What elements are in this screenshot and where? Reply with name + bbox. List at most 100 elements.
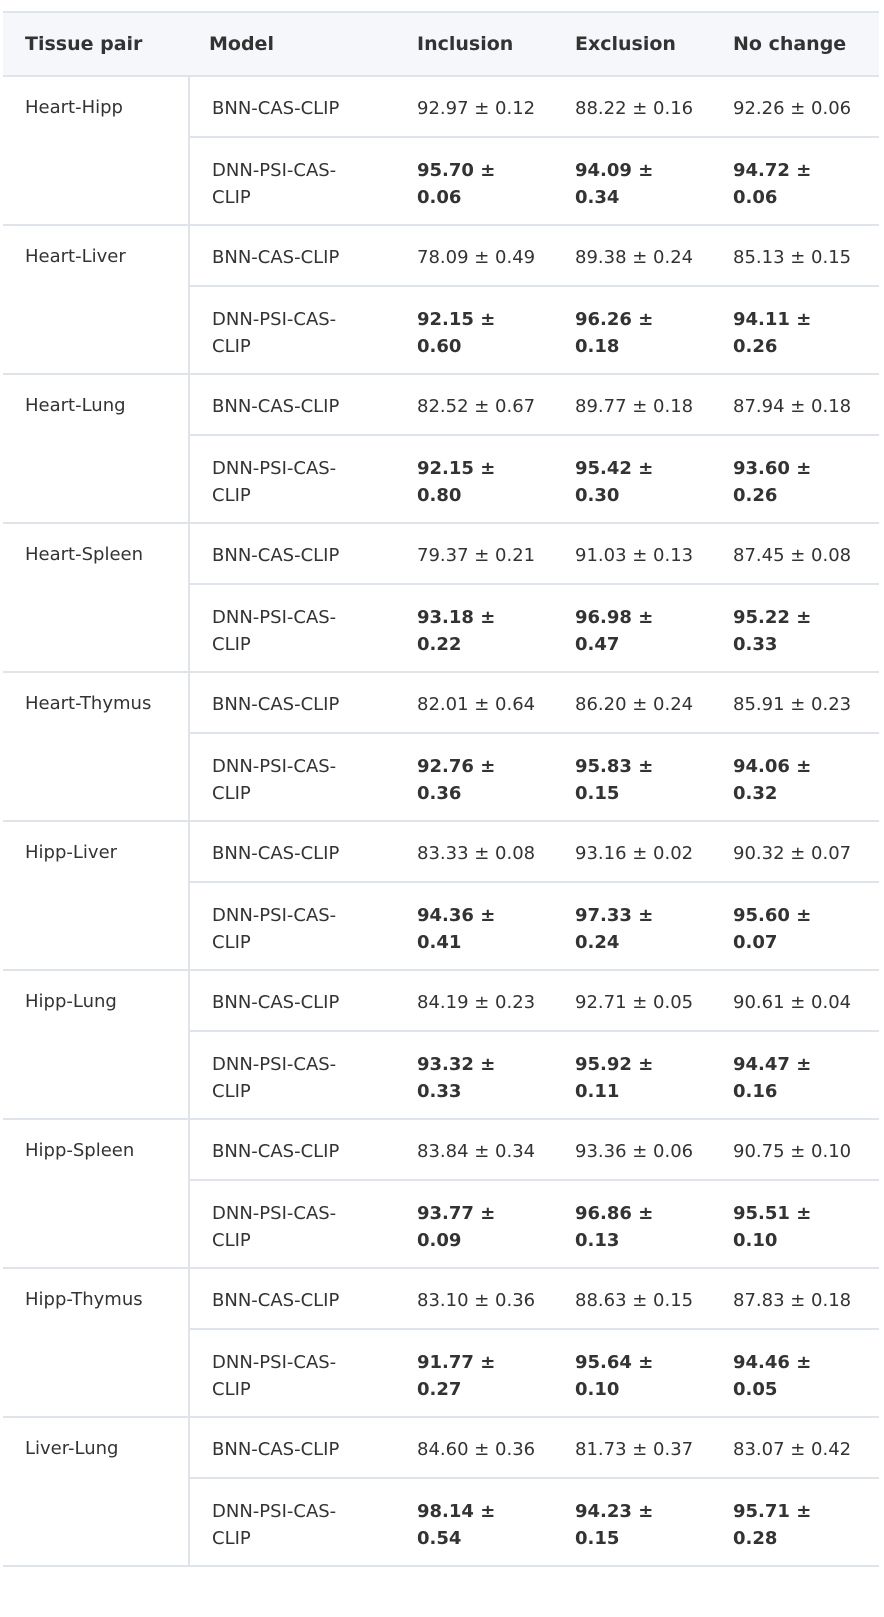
model-cell: BNN-CAS-CLIP (189, 970, 401, 1032)
value-cell-nc-best: 95.51 ± 0.10 (717, 1180, 879, 1269)
best-value: 93.77 ± 0.09 (417, 1203, 496, 1251)
value-cell-inc: 82.01 ± 0.64 (401, 672, 559, 734)
tissue-pair-cell: Hipp-Spleen (3, 1119, 190, 1269)
value-cell-inc-best: 91.77 ± 0.27 (401, 1329, 559, 1418)
value-cell-inc: 92.97 ± 0.12 (401, 76, 559, 138)
value-cell-exc-best: 96.86 ± 0.13 (559, 1180, 717, 1269)
best-value: 94.72 ± 0.06 (733, 160, 812, 208)
value-cell-nc: 87.94 ± 0.18 (717, 374, 879, 436)
table-header: Tissue pair Model Inclusion Exclusion No… (3, 11, 879, 77)
tissue-pair-cell: Heart-Hipp (3, 76, 190, 226)
header-model: Model (189, 11, 401, 77)
value-cell-exc-best: 95.92 ± 0.11 (559, 1031, 717, 1120)
value-cell-nc: 90.32 ± 0.07 (717, 821, 879, 883)
best-value: 98.14 ± 0.54 (417, 1501, 496, 1549)
table-row: Heart-Lung BNN-CAS-CLIP 82.52 ± 0.67 89.77 … (3, 374, 879, 524)
best-value: 91.77 ± 0.27 (417, 1352, 496, 1400)
model-cell: DNN-PSI-CAS-CLIP (189, 882, 401, 971)
table-row: DNN-PSI-CAS-CLIP 92.15 ± 0.60 96.26 ± 0.18… (3, 286, 879, 375)
value-cell-inc-best: 93.77 ± 0.09 (401, 1180, 559, 1269)
model-label: DNN-PSI-CAS-CLIP (212, 458, 337, 506)
tissue-pair-cell: Hipp-Liver (3, 821, 190, 971)
model-cell: DNN-PSI-CAS-CLIP (189, 1180, 401, 1269)
value-cell-nc-best: 94.11 ± 0.26 (717, 286, 879, 375)
value-cell-inc: 83.10 ± 0.36 (401, 1268, 559, 1330)
best-value: 94.47 ± 0.16 (733, 1054, 812, 1102)
model-label: DNN-PSI-CAS-CLIP (212, 1501, 337, 1549)
model-cell: DNN-PSI-CAS-CLIP (189, 286, 401, 375)
header-inclusion: Inclusion (401, 11, 559, 77)
best-value: 95.83 ± 0.15 (575, 756, 654, 804)
header-tissue-pair: Tissue pair (3, 11, 189, 77)
best-value: 95.64 ± 0.10 (575, 1352, 654, 1400)
table-row: DNN-PSI-CAS-CLIP 94.36 ± 0.41 97.33 ± 0.24… (3, 882, 879, 971)
value-cell-exc-best: 96.26 ± 0.18 (559, 286, 717, 375)
best-value: 92.76 ± 0.36 (417, 756, 496, 804)
table-row: DNN-PSI-CAS-CLIP 93.18 ± 0.22 96.98 ± 0.47… (3, 584, 879, 673)
value-cell-exc: 89.77 ± 0.18 (559, 374, 717, 436)
table-row: DNN-PSI-CAS-CLIP 92.76 ± 0.36 95.83 ± 0.15… (3, 733, 879, 822)
value-cell-exc: 93.36 ± 0.06 (559, 1119, 717, 1181)
value-cell-exc-best: 95.42 ± 0.30 (559, 435, 717, 524)
value-cell-exc: 86.20 ± 0.24 (559, 672, 717, 734)
value-cell-nc-best: 95.60 ± 0.07 (717, 882, 879, 971)
best-value: 92.15 ± 0.80 (417, 458, 496, 506)
header-no-change: No change (717, 11, 879, 77)
table-row: DNN-PSI-CAS-CLIP 93.77 ± 0.09 96.86 ± 0.13… (3, 1180, 879, 1269)
best-value: 95.22 ± 0.33 (733, 607, 812, 655)
value-cell-nc: 85.13 ± 0.15 (717, 225, 879, 287)
model-cell: BNN-CAS-CLIP (189, 1417, 401, 1479)
tissue-pair-cell: Hipp-Thymus (3, 1268, 190, 1418)
value-cell-exc: 88.22 ± 0.16 (559, 76, 717, 138)
best-value: 95.70 ± 0.06 (417, 160, 496, 208)
value-cell-exc: 91.03 ± 0.13 (559, 523, 717, 585)
value-cell-inc: 83.33 ± 0.08 (401, 821, 559, 883)
value-cell-exc: 93.16 ± 0.02 (559, 821, 717, 883)
value-cell-nc: 90.61 ± 0.04 (717, 970, 879, 1032)
best-value: 93.32 ± 0.33 (417, 1054, 496, 1102)
model-cell: DNN-PSI-CAS-CLIP (189, 733, 401, 822)
best-value: 93.18 ± 0.22 (417, 607, 496, 655)
model-cell: BNN-CAS-CLIP (189, 374, 401, 436)
best-value: 95.42 ± 0.30 (575, 458, 654, 506)
value-cell-inc-best: 93.32 ± 0.33 (401, 1031, 559, 1120)
value-cell-exc: 92.71 ± 0.05 (559, 970, 717, 1032)
value-cell-inc: 84.19 ± 0.23 (401, 970, 559, 1032)
value-cell-exc-best: 94.23 ± 0.15 (559, 1478, 717, 1567)
model-cell: BNN-CAS-CLIP (189, 523, 401, 585)
value-cell-nc-best: 94.06 ± 0.32 (717, 733, 879, 822)
value-cell-inc: 83.84 ± 0.34 (401, 1119, 559, 1181)
best-value: 92.15 ± 0.60 (417, 309, 496, 357)
value-cell-inc-best: 93.18 ± 0.22 (401, 584, 559, 673)
table-row: Hipp-Lung BNN-CAS-CLIP 84.19 ± 0.23 92.71 ±… (3, 970, 879, 1120)
model-cell: DNN-PSI-CAS-CLIP (189, 1329, 401, 1418)
model-label: DNN-PSI-CAS-CLIP (212, 309, 337, 357)
table-row: Liver-Lung BNN-CAS-CLIP 84.60 ± 0.36 81.73 … (3, 1417, 879, 1567)
model-label: DNN-PSI-CAS-CLIP (212, 1203, 337, 1251)
model-cell: BNN-CAS-CLIP (189, 672, 401, 734)
value-cell-inc-best: 92.15 ± 0.80 (401, 435, 559, 524)
value-cell-inc: 84.60 ± 0.36 (401, 1417, 559, 1479)
tissue-pair-cell: Heart-Thymus (3, 672, 190, 822)
value-cell-inc-best: 95.70 ± 0.06 (401, 137, 559, 226)
model-cell: DNN-PSI-CAS-CLIP (189, 1478, 401, 1567)
tissue-pair-cell: Liver-Lung (3, 1417, 190, 1567)
table-row: Heart-Spleen BNN-CAS-CLIP 79.37 ± 0.21 91.0… (3, 523, 879, 673)
value-cell-inc: 78.09 ± 0.49 (401, 225, 559, 287)
value-cell-inc-best: 92.76 ± 0.36 (401, 733, 559, 822)
table-row: DNN-PSI-CAS-CLIP 91.77 ± 0.27 95.64 ± 0.10… (3, 1329, 879, 1418)
model-label: DNN-PSI-CAS-CLIP (212, 756, 337, 804)
value-cell-nc: 85.91 ± 0.23 (717, 672, 879, 734)
model-cell: DNN-PSI-CAS-CLIP (189, 1031, 401, 1120)
model-cell: BNN-CAS-CLIP (189, 821, 401, 883)
best-value: 95.51 ± 0.10 (733, 1203, 812, 1251)
table-row: DNN-PSI-CAS-CLIP 93.32 ± 0.33 95.92 ± 0.11… (3, 1031, 879, 1120)
best-value: 95.60 ± 0.07 (733, 905, 812, 953)
results-table-container: Tissue pair Model Inclusion Exclusion No… (3, 11, 879, 1567)
best-value: 94.36 ± 0.41 (417, 905, 496, 953)
best-value: 94.11 ± 0.26 (733, 309, 812, 357)
value-cell-inc-best: 94.36 ± 0.41 (401, 882, 559, 971)
table-row: Hipp-Liver BNN-CAS-CLIP 83.33 ± 0.08 93.16 … (3, 821, 879, 971)
tissue-pair-cell: Heart-Lung (3, 374, 190, 524)
best-value: 94.06 ± 0.32 (733, 756, 812, 804)
